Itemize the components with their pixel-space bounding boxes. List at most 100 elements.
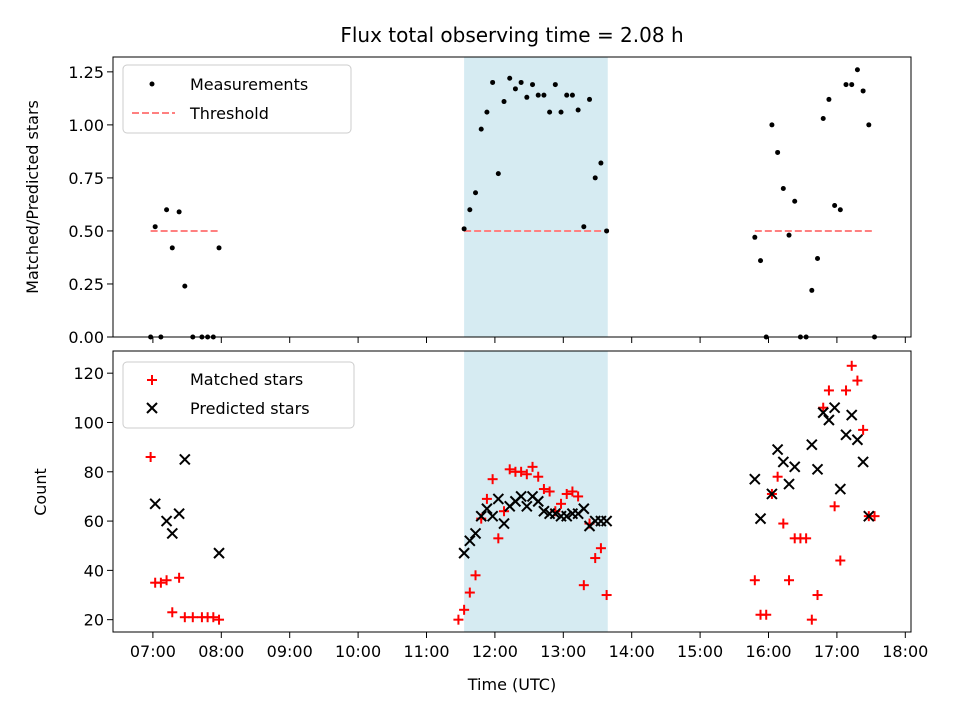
matched-star-point bbox=[590, 553, 601, 564]
measurement-point bbox=[826, 96, 832, 102]
matched-star-point bbox=[561, 488, 572, 499]
matched-star-point bbox=[778, 518, 789, 529]
measurement-point bbox=[792, 198, 798, 204]
matched-star-point bbox=[208, 612, 219, 623]
measurement-point bbox=[860, 88, 866, 94]
matched-star-point bbox=[481, 493, 492, 504]
predicted-star-point-b bbox=[754, 512, 767, 525]
predicted-star-point-b bbox=[857, 456, 869, 468]
predicted-star-point bbox=[166, 527, 178, 540]
matched-star-point bbox=[504, 464, 515, 475]
measurement-point bbox=[535, 92, 541, 98]
x-tick-label: 07:00 bbox=[130, 642, 176, 661]
predicted-star-point-b bbox=[498, 517, 510, 530]
predicted-star-point bbox=[806, 438, 818, 451]
predicted-star-point-b bbox=[458, 547, 470, 559]
x-tick-label: 14:00 bbox=[609, 642, 655, 661]
predicted-star-point-b bbox=[749, 473, 761, 485]
matched-star-point bbox=[852, 375, 863, 386]
matched-star-point bbox=[846, 360, 857, 371]
legend-matched-marker bbox=[147, 375, 157, 385]
matched-star-point bbox=[214, 614, 225, 625]
predicted-star-point bbox=[486, 510, 499, 522]
measurement-point bbox=[216, 245, 222, 251]
top-x-ticks bbox=[152, 337, 906, 343]
predicted-star-point bbox=[464, 535, 476, 547]
predicted-star-point-b bbox=[213, 547, 225, 559]
matched-star-point bbox=[829, 501, 840, 512]
predicted-star-point-b bbox=[806, 438, 818, 451]
measurement-point bbox=[809, 287, 815, 293]
measurement-point bbox=[575, 107, 581, 113]
measurement-point bbox=[592, 175, 598, 181]
measurement-point bbox=[176, 209, 182, 215]
predicted-star-point-b bbox=[600, 515, 613, 527]
x-tick-label: 16:00 bbox=[745, 642, 791, 661]
measurement-point bbox=[854, 67, 860, 73]
matched-star-point bbox=[578, 580, 589, 591]
matched-star-point bbox=[527, 461, 538, 472]
predicted-star-point bbox=[851, 434, 864, 446]
top-y-tick-label: 1.25 bbox=[68, 63, 104, 82]
predicted-star-point-b bbox=[549, 507, 562, 520]
measurement-point bbox=[495, 171, 501, 177]
predicted-star-point-b bbox=[464, 535, 476, 547]
matched-star-point bbox=[516, 466, 527, 477]
x-tick-label: 13:00 bbox=[540, 642, 586, 661]
bottom-y-tick-label: 80 bbox=[84, 463, 104, 482]
x-tick-label: 09:00 bbox=[267, 642, 313, 661]
matched-star-point bbox=[749, 575, 760, 586]
matched-star-point bbox=[784, 575, 795, 586]
measurement-point bbox=[843, 82, 849, 88]
legend-measurements-label: Measurements bbox=[190, 75, 308, 94]
matched-star-point bbox=[453, 614, 464, 625]
matched-star-point bbox=[567, 486, 578, 497]
matched-star-point bbox=[187, 612, 198, 623]
measurement-point bbox=[507, 75, 513, 81]
bottom-x-axis: 07:00 08:00 09:00 10:00 11:00 12:00 13:00 14:00… bbox=[130, 632, 928, 661]
predicted-star-point-b bbox=[515, 490, 527, 503]
predicted-star-point bbox=[532, 495, 544, 508]
measurement-point bbox=[752, 234, 758, 240]
predicted-star-point-b bbox=[538, 505, 550, 517]
predicted-star-point-b bbox=[578, 503, 590, 515]
top-observing-window bbox=[464, 57, 608, 337]
matched-star-point bbox=[812, 590, 823, 601]
matched-star-point bbox=[835, 555, 846, 566]
predicted-star-point bbox=[173, 507, 185, 520]
matched-star-point bbox=[544, 486, 555, 497]
predicted-star-point-b bbox=[834, 483, 847, 495]
measurement-point bbox=[478, 126, 484, 132]
predicted-star-point-b bbox=[823, 414, 835, 426]
top-legend-box bbox=[122, 64, 352, 134]
bottom-observing-window bbox=[464, 351, 608, 632]
predicted-star-point bbox=[600, 515, 613, 527]
predicted-star-point-b bbox=[777, 456, 790, 468]
predicted-star-point bbox=[754, 512, 767, 525]
matched-star-point bbox=[493, 533, 504, 544]
measurement-point bbox=[524, 94, 530, 100]
predicted-star-point bbox=[823, 414, 835, 426]
measurement-point bbox=[832, 202, 838, 208]
legend-predicted-marker bbox=[146, 402, 158, 414]
matched-star-point bbox=[470, 570, 481, 581]
predicted-star-point-b bbox=[526, 490, 539, 503]
predicted-star-point-b bbox=[789, 461, 801, 473]
matched-star-point bbox=[538, 484, 549, 495]
matched-star-point bbox=[823, 385, 834, 396]
matched-star-point bbox=[858, 424, 869, 435]
predicted-star-point bbox=[213, 547, 225, 559]
predicted-star-point bbox=[811, 463, 824, 476]
matched-star-point bbox=[601, 590, 612, 601]
predicted-star-point-b bbox=[863, 510, 875, 522]
predicted-star-point bbox=[749, 473, 761, 485]
top-panel: 0.00 0.25 0.50 0.75 1.00 1.25 Matched/Predict… bbox=[23, 56, 912, 347]
matched-star-point bbox=[801, 533, 812, 544]
predicted-star-point bbox=[458, 547, 470, 559]
measurement-point bbox=[501, 99, 507, 105]
predicted-star-point bbox=[578, 503, 590, 515]
matched-star-point bbox=[533, 471, 544, 482]
bottom-y-tick-label: 20 bbox=[84, 611, 104, 630]
measurement-point bbox=[581, 224, 587, 230]
x-tick-label: 08:00 bbox=[198, 642, 244, 661]
